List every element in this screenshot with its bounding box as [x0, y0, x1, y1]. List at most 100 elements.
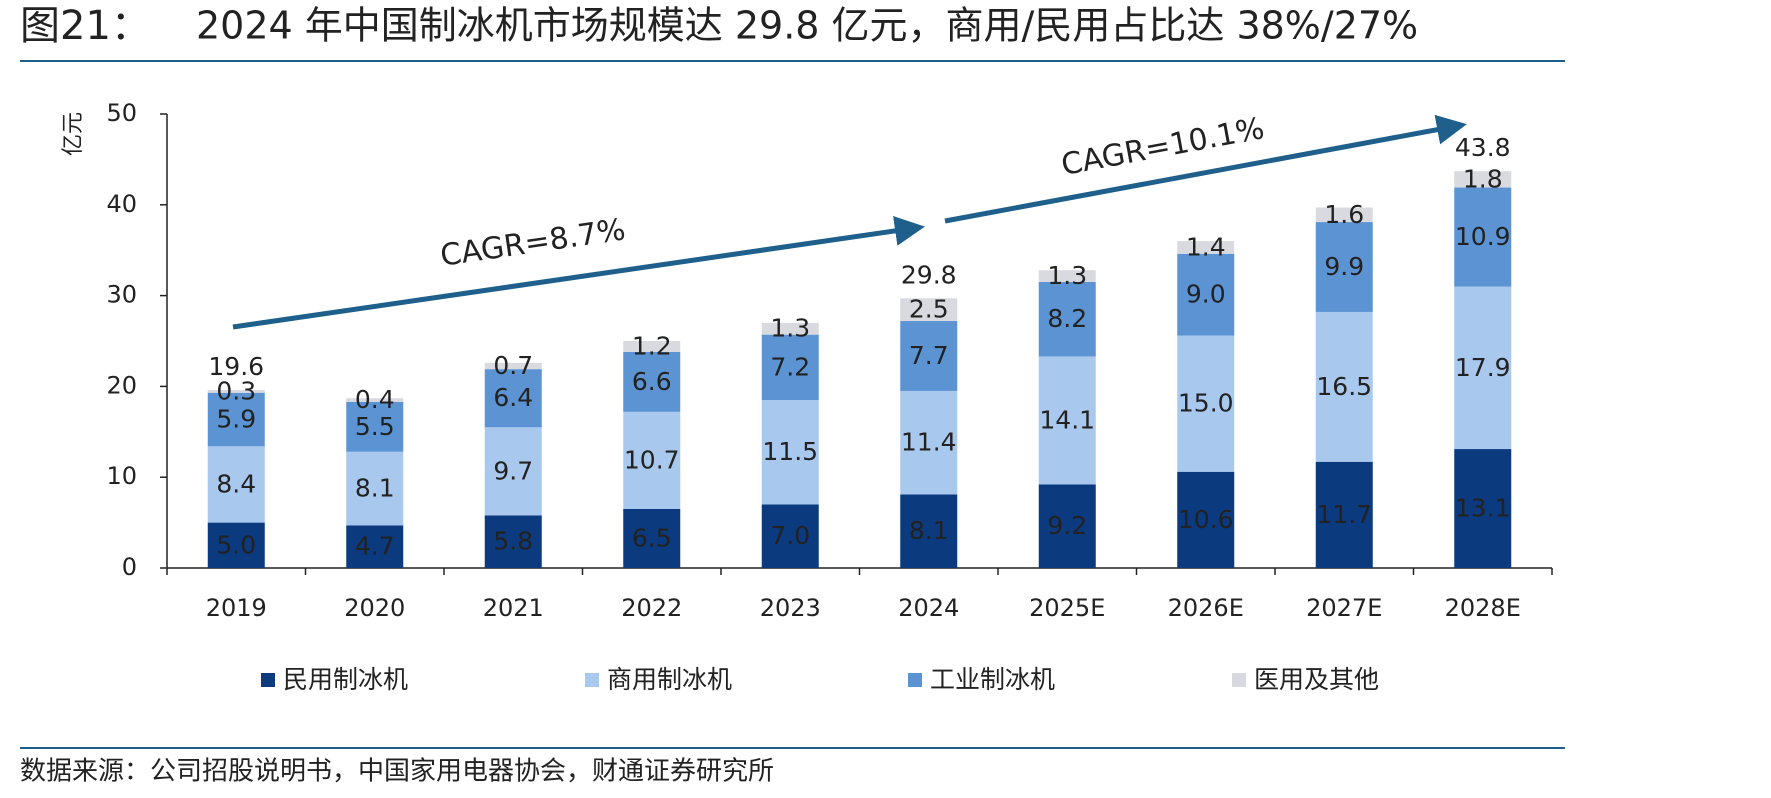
value-label: 8.2 [1047, 304, 1087, 333]
bar-segment [207, 392, 265, 447]
value-label: 9.0 [1186, 280, 1226, 309]
value-label: 14.1 [1039, 405, 1095, 434]
x-tick-label: 2023 [760, 594, 821, 622]
value-label: 16.5 [1316, 372, 1372, 401]
bar-segment [1315, 311, 1373, 462]
legend-swatch [261, 673, 275, 687]
x-tick-label: 2026E [1168, 594, 1244, 622]
value-label: 6.6 [632, 367, 672, 396]
value-label: 5.8 [493, 527, 533, 556]
bar-segment [900, 298, 958, 322]
value-label: 1.4 [1186, 232, 1226, 261]
bar-segment [207, 446, 265, 523]
legend-label: 商用制冰机 [607, 665, 732, 694]
x-tick-label: 2022 [621, 594, 682, 622]
value-label: 8.1 [909, 516, 949, 545]
total-label: 19.6 [208, 352, 264, 381]
legend-swatch [908, 673, 922, 687]
value-label: 9.2 [1047, 511, 1087, 540]
value-label: 5.5 [355, 412, 395, 441]
y-tick-label: 10 [106, 462, 137, 490]
bar-segment [900, 321, 958, 391]
bar-segment [623, 351, 681, 412]
bar-segment [1454, 449, 1512, 568]
bar-segment [900, 390, 958, 495]
bar-segment [484, 515, 542, 568]
value-label: 10.6 [1178, 505, 1234, 534]
y-tick-label: 20 [106, 371, 137, 399]
bar-segment [1038, 270, 1096, 282]
value-label: 8.1 [355, 474, 395, 503]
y-tick-label: 40 [106, 190, 137, 218]
value-label: 7.2 [770, 352, 810, 381]
bar-segment [484, 427, 542, 516]
bar-segment [1038, 484, 1096, 568]
value-label: 17.9 [1455, 353, 1511, 382]
bar-segment [1038, 356, 1096, 485]
bar-segment [207, 390, 265, 393]
figure-no: 图21： [20, 3, 151, 49]
value-label: 0.4 [355, 385, 395, 414]
value-label: 15.0 [1178, 389, 1234, 418]
cagr-label: CAGR=10.1% [1059, 111, 1267, 183]
x-tick-label: 2024 [898, 594, 959, 622]
y-tick-label: 50 [106, 99, 137, 127]
bar-segment [1177, 471, 1235, 568]
x-tick-label: 2020 [344, 594, 405, 622]
legend-swatch [585, 673, 599, 687]
bar-segment [346, 525, 404, 568]
value-label: 10.9 [1455, 222, 1511, 251]
bar-segment [1177, 241, 1235, 254]
value-label: 8.4 [216, 469, 256, 498]
source: 数据来源：公司招股说明书，中国家用电器协会，财通证券研究所 [20, 757, 774, 787]
value-label: 9.9 [1324, 252, 1364, 281]
x-tick-label: 2021 [483, 594, 544, 622]
value-label: 11.4 [901, 428, 957, 457]
cagr-arrow [232, 216, 925, 330]
bar-segment [1315, 207, 1373, 223]
value-label: 10.7 [624, 445, 680, 474]
total-label: 29.8 [901, 260, 957, 289]
value-label: 9.7 [493, 456, 533, 485]
x-tick-label: 2028E [1445, 594, 1521, 622]
bar-segment [1038, 281, 1096, 357]
bar-segment [484, 362, 542, 370]
x-tick-label: 2019 [206, 594, 267, 622]
bar-segment [484, 369, 542, 428]
bar-segment [623, 411, 681, 509]
bar-segment [1177, 253, 1235, 336]
bar-segment [623, 508, 681, 568]
value-label: 1.2 [632, 331, 672, 360]
bar-segment [207, 522, 265, 568]
bar-segment [346, 451, 404, 526]
cagr-arrow [944, 114, 1467, 224]
value-label: 1.6 [1324, 200, 1364, 229]
legend-label: 工业制冰机 [930, 665, 1055, 694]
value-label: 11.7 [1316, 500, 1372, 529]
value-label: 1.3 [770, 314, 810, 343]
total-label: 43.8 [1455, 133, 1511, 162]
bar-segment [1454, 286, 1512, 450]
title: 2024 年中国制冰机市场规模达 29.8 亿元，商用/民用占比达 38%/27… [196, 4, 1418, 48]
y-tick-label: 0 [122, 553, 137, 581]
y-tick-label: 30 [106, 281, 137, 309]
value-label: 5.9 [216, 405, 256, 434]
value-label: 6.4 [493, 383, 533, 412]
value-label: 7.0 [770, 521, 810, 550]
bar-segment [346, 401, 404, 452]
value-label: 0.3 [216, 376, 256, 405]
bar-segment [1454, 171, 1512, 188]
bar-segment [900, 494, 958, 568]
value-label: 6.5 [632, 523, 672, 552]
legend-swatch [1232, 673, 1246, 687]
legend-label: 医用及其他 [1254, 665, 1379, 694]
value-label: 1.8 [1463, 164, 1503, 193]
bar-segment [761, 504, 819, 568]
bar-segment [761, 322, 819, 335]
value-label: 4.7 [355, 532, 395, 561]
bar-segment [1454, 187, 1512, 287]
x-tick-label: 2025E [1029, 594, 1105, 622]
value-label: 5.0 [216, 530, 256, 559]
value-label: 7.7 [909, 341, 949, 370]
